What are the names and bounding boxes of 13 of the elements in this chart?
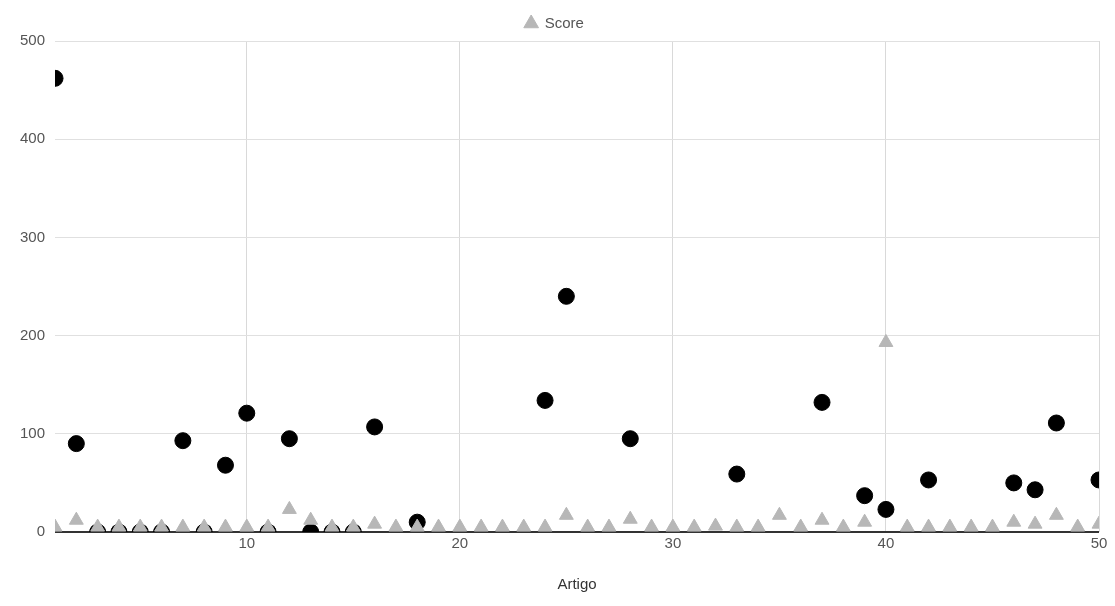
x-tick-label: 30 [664, 534, 682, 552]
y-tick-label: 100 [20, 423, 46, 441]
x-axis-title: Artigo [557, 575, 597, 593]
x-tick-label: 50 [1090, 534, 1108, 552]
y-tick-label: 500 [20, 31, 46, 49]
y-tick-label: 0 [36, 522, 46, 540]
legend-label: Score [544, 13, 584, 31]
x-tick-label: 40 [877, 534, 895, 552]
x-tick-label: 20 [451, 534, 469, 552]
y-tick-label: 300 [20, 227, 46, 245]
x-tick-label: 10 [238, 534, 256, 552]
y-tick-label: 400 [20, 129, 46, 147]
y-tick-label: 200 [20, 325, 46, 343]
